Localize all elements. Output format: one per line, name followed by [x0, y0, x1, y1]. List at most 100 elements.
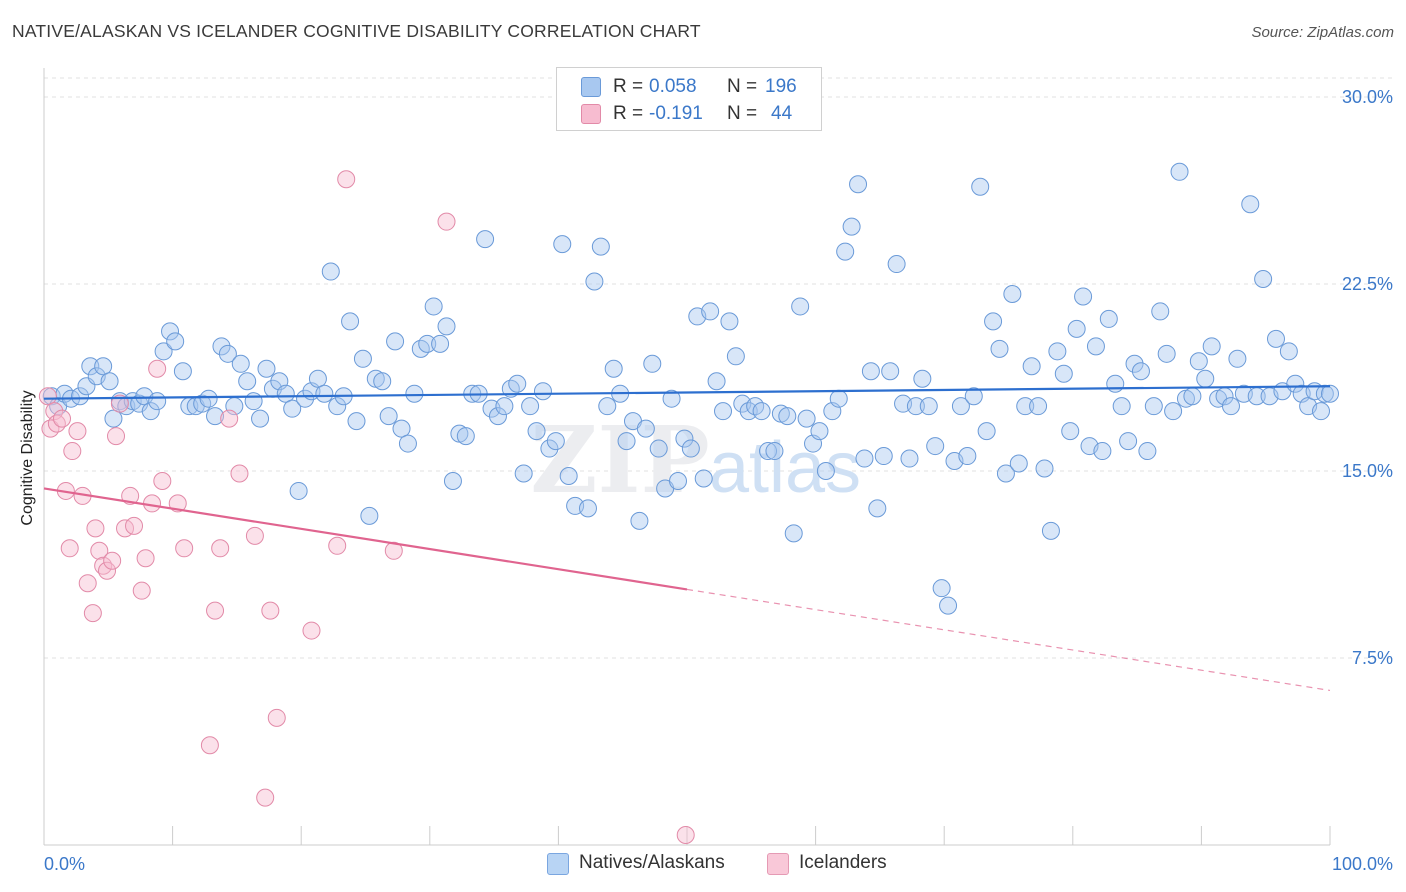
stats-legend: R = 0.058 N = 196 R = -0.191 N = 44 — [556, 67, 822, 131]
native-point — [161, 322, 180, 341]
icelander-point — [230, 464, 249, 483]
native-point — [662, 389, 681, 408]
native-point — [759, 442, 778, 461]
native-point — [694, 469, 713, 488]
native-point — [971, 177, 990, 196]
native-point — [849, 175, 868, 194]
icelander-point — [125, 516, 144, 535]
native-point — [1067, 319, 1086, 338]
native-point — [906, 397, 925, 416]
bottom-legend-swatch-natives — [547, 853, 569, 875]
legend-n-label: N = — [727, 76, 758, 97]
native-point — [932, 579, 951, 598]
native-point — [1241, 195, 1260, 214]
native-point — [1099, 309, 1118, 328]
native-point — [508, 374, 527, 393]
native-point — [855, 449, 874, 468]
icelander-point — [60, 539, 79, 558]
y-tick-label: 15.0% — [1342, 461, 1393, 481]
native-point — [1003, 284, 1022, 303]
native-point — [861, 362, 880, 381]
native-point — [1131, 362, 1150, 381]
icelander-point — [110, 394, 129, 413]
native-point — [598, 397, 617, 416]
native-point — [675, 429, 694, 448]
native-point — [373, 372, 392, 391]
native-point — [1321, 384, 1339, 403]
native-point — [257, 359, 276, 378]
native-point — [1106, 374, 1125, 393]
native-point — [1061, 422, 1080, 441]
axes — [43, 68, 1331, 846]
native-point — [1266, 329, 1285, 348]
icelander-trend-line-dashed — [686, 588, 1331, 692]
icelander-point — [121, 486, 140, 505]
native-point — [707, 372, 726, 391]
native-point — [206, 407, 225, 426]
icelander-point — [206, 601, 225, 620]
native-point — [1164, 402, 1183, 421]
native-point — [887, 255, 906, 274]
native-point — [443, 471, 462, 490]
native-point — [405, 384, 424, 403]
native-point — [1183, 387, 1202, 406]
native-point — [283, 399, 302, 418]
native-point — [939, 596, 958, 615]
native-point — [784, 524, 803, 543]
icelander-point — [220, 409, 239, 428]
native-point — [1022, 357, 1041, 376]
native-point — [514, 464, 533, 483]
native-point — [1144, 397, 1163, 416]
native-point — [791, 297, 810, 316]
native-point — [1009, 454, 1028, 473]
native-point — [958, 447, 977, 466]
native-point — [1086, 337, 1105, 356]
icelander-point — [68, 422, 87, 441]
legend-n-value-natives: 196 — [765, 76, 797, 97]
icelander-point — [245, 526, 264, 545]
native-point — [1228, 349, 1247, 368]
legend-r-value-natives: 0.058 — [649, 76, 697, 97]
native-point — [1151, 302, 1170, 321]
native-point — [1286, 374, 1305, 393]
native-point — [1016, 397, 1035, 416]
native-point — [1048, 342, 1067, 361]
native-point — [714, 402, 733, 421]
bottom-legend-label-natives: Natives/Alaskans — [579, 852, 725, 873]
native-point — [347, 412, 366, 431]
native-point — [276, 384, 295, 403]
icelander-point — [676, 826, 695, 845]
tick-labels: 7.5% 15.0% 22.5% 30.0% 0.0% 100.0% — [44, 87, 1393, 874]
native-point — [636, 419, 655, 438]
native-point — [1170, 162, 1189, 181]
icelander-point — [256, 788, 275, 807]
native-point — [166, 332, 185, 351]
icelander-point — [200, 736, 219, 755]
native-point — [752, 402, 771, 421]
trend-lines — [43, 385, 1331, 692]
native-point — [527, 422, 546, 441]
native-point — [720, 312, 739, 331]
native-point — [585, 272, 604, 291]
y-tick-label: 30.0% — [1342, 87, 1393, 107]
legend-n-value-icelanders: 44 — [771, 103, 793, 124]
native-point — [1112, 397, 1131, 416]
native-point — [1029, 397, 1048, 416]
legend-r-label: R = — [613, 76, 644, 97]
icelander-point — [267, 708, 286, 727]
native-point — [778, 407, 797, 426]
icelander-point — [86, 519, 105, 538]
native-point — [668, 471, 687, 490]
icelander-trend-line — [43, 487, 688, 591]
icelander-point — [211, 539, 230, 558]
native-trend-line — [43, 385, 1331, 400]
native-point — [829, 389, 848, 408]
native-point — [726, 347, 745, 366]
icelander-point — [38, 387, 57, 406]
native-point — [456, 427, 475, 446]
native-point — [418, 334, 437, 353]
y-axis-label: Cognitive Disability — [19, 390, 36, 526]
native-point — [173, 362, 192, 381]
native-point — [681, 439, 700, 458]
icelander-point — [107, 427, 126, 446]
